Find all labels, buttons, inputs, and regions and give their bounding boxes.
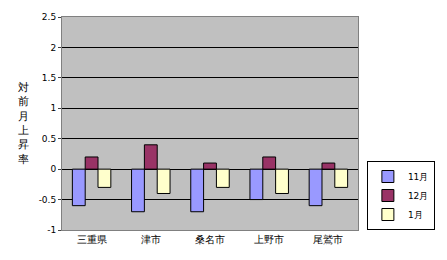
svg-text:対前月上昇率: 対前月上昇率: [18, 81, 29, 166]
svg-text:尾鷲市: 尾鷲市: [313, 234, 343, 245]
svg-text:-0.5: -0.5: [39, 195, 57, 205]
svg-text:1: 1: [50, 103, 56, 113]
svg-text:1月: 1月: [408, 210, 423, 220]
svg-text:11月: 11月: [408, 172, 428, 182]
svg-text:-1: -1: [47, 225, 56, 235]
svg-text:0: 0: [50, 164, 56, 174]
svg-text:桑名市: 桑名市: [195, 234, 225, 245]
svg-text:12月: 12月: [408, 191, 428, 201]
svg-text:上野市: 上野市: [254, 234, 284, 245]
svg-text:三重県: 三重県: [77, 234, 107, 245]
svg-text:1.5: 1.5: [42, 73, 56, 83]
svg-text:津市: 津市: [141, 234, 161, 245]
svg-text:0.5: 0.5: [42, 134, 56, 144]
svg-text:2: 2: [50, 43, 56, 53]
svg-text:2.5: 2.5: [42, 12, 56, 22]
